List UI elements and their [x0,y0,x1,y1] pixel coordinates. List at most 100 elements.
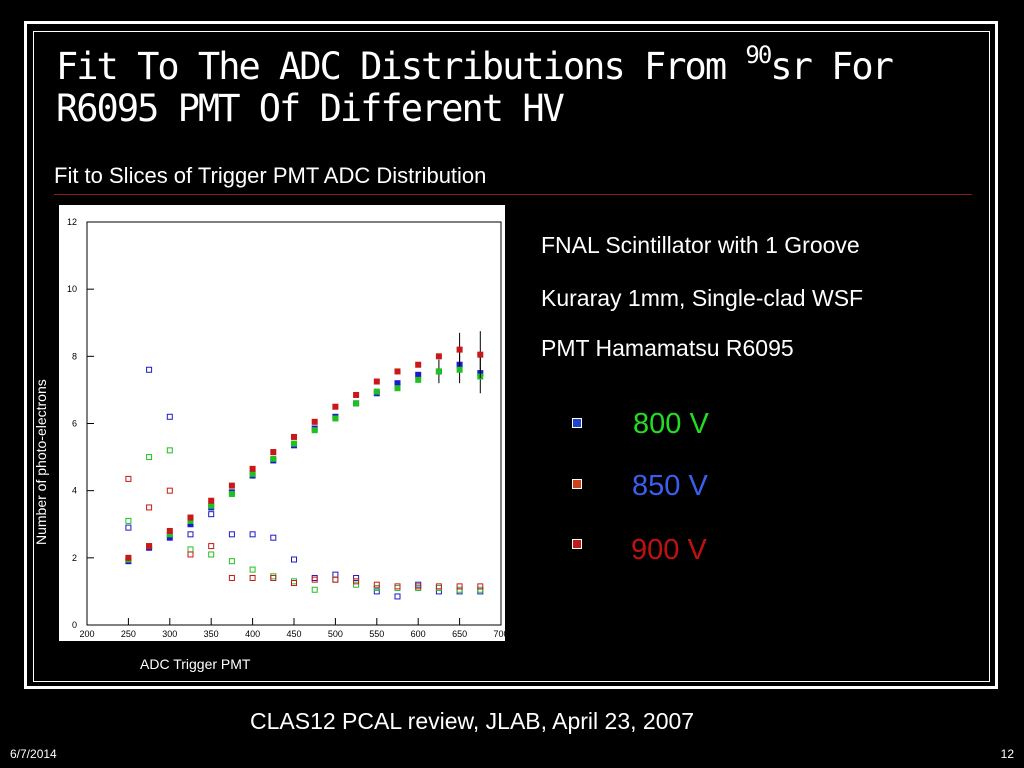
legend-label-900v: 900 V [631,534,707,566]
x-axis-label: ADC Trigger PMT [140,656,251,672]
data-point-open [394,593,401,600]
data-point-open [311,574,318,581]
x-tick-label: 450 [286,629,301,639]
x-tick-label: 550 [369,629,384,639]
data-point-open [477,588,484,595]
data-point-open [435,585,442,592]
x-tick-label: 650 [452,629,467,639]
x-tick-label: 600 [411,629,426,639]
title-divider [54,194,972,195]
y-tick-label: 4 [72,486,77,496]
data-point-open [332,576,339,583]
data-point [394,385,401,392]
data-point [249,465,256,472]
data-point-open [166,413,173,420]
data-point [270,449,277,456]
data-point-open [208,551,215,558]
data-point [373,388,380,395]
data-point-open [394,585,401,592]
data-point-open [353,581,360,588]
data-point-open [146,366,153,373]
data-point-open [415,583,422,590]
data-point [311,418,318,425]
data-point [435,353,442,360]
data-point-open [208,511,215,518]
slide-inner-frame [33,31,990,682]
data-point [311,427,318,434]
y-axis-label: Number of photo-electrons [33,379,49,545]
data-point-open [249,531,256,538]
data-point [166,534,173,541]
data-point [291,433,297,440]
data-point [456,346,463,353]
data-point-open [146,454,153,461]
y-tick-label: 8 [72,351,77,361]
slide-title: Fit To The ADC Distributions From 90sr F… [56,43,986,130]
data-point-open [166,447,173,454]
data-point-open [270,534,277,541]
x-tick-label: 700 [493,629,505,639]
data-point-open [353,578,360,585]
data-point-open [415,585,422,592]
data-point [187,521,194,528]
x-tick-label: 300 [162,629,177,639]
x-tick-label: 350 [204,629,219,639]
data-point-open [249,566,256,573]
data-point-open [291,556,297,563]
data-point [146,543,153,550]
info-line-scintillator: FNAL Scintillator with 1 Groove [541,232,860,258]
data-point [166,527,173,534]
data-point-open [373,585,380,592]
data-point-open [228,574,235,581]
data-point [353,391,360,398]
footer-caption: CLAS12 PCAL review, JLAB, April 23, 2007 [250,708,695,734]
data-point-open [415,581,422,588]
data-point [415,371,422,378]
data-point-open [332,576,339,583]
data-point-open [228,558,235,565]
data-point-open [435,583,442,590]
y-tick-label: 10 [67,284,77,294]
data-point [415,361,422,368]
data-point [125,554,132,561]
plot-panel: 0 2 4 6 8 10 12 200 250 300 350 400 450 500 550 600 650 7… [59,205,509,641]
info-line-fiber: Kuraray 1mm, Single-clad WSF [541,285,864,311]
data-point-open [373,588,380,595]
data-point [353,400,360,407]
data-point [228,491,235,498]
x-tick-label: 500 [328,629,343,639]
legend-marker-900v [572,539,582,549]
y-tick-label: 2 [72,553,77,563]
slide-subtitle: Fit to Slices of Trigger PMT ADC Distrib… [54,163,487,188]
data-point-open [125,524,132,531]
x-tick-label: 400 [245,629,260,639]
data-point [187,517,194,524]
data-point-open [187,551,194,558]
data-point-open [311,576,318,583]
data-point-open [353,574,360,581]
data-point [456,366,463,373]
y-tick-label: 6 [72,419,77,429]
data-point-open [270,574,277,581]
data-point [373,378,380,385]
data-point [415,376,422,383]
legend-label-800v: 800 V [633,408,709,440]
slide-number: 12 [1000,747,1014,761]
info-line-pmt: PMT Hamamatsu R6095 [541,335,794,361]
title-superscript: 90 [745,41,772,69]
slide-outer-frame [24,21,998,689]
legend-marker-850v [572,479,582,489]
slide-date: 6/7/2014 [10,747,57,761]
data-point-open [146,504,153,511]
data-point-open [477,583,484,590]
x-tick-label: 200 [79,629,94,639]
data-point [249,470,256,477]
data-point-open [125,517,132,524]
data-point [270,455,277,462]
data-point [332,415,339,422]
scatter-plot: 0 2 4 6 8 10 12 200 250 300 350 400 450 500 550 600 650 7… [67,217,509,639]
data-point [394,380,401,387]
data-point [166,531,173,538]
x-tick-label: 250 [121,629,136,639]
title-line2: R6095 PMT Of Different HV [56,87,565,130]
